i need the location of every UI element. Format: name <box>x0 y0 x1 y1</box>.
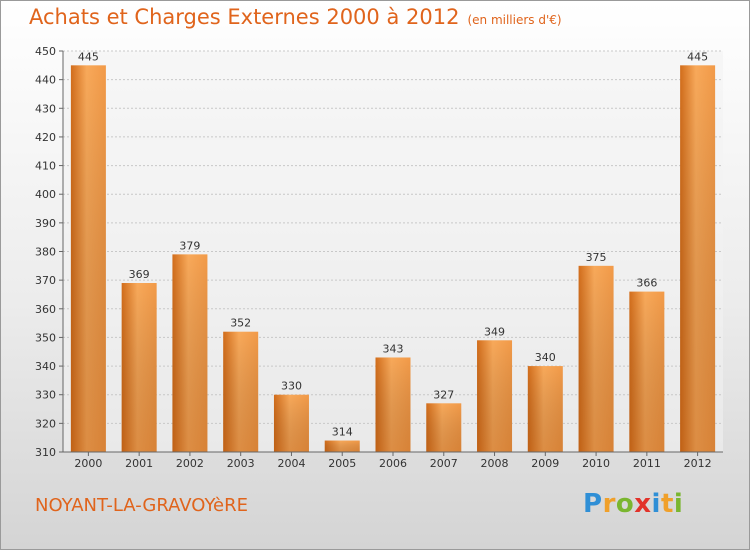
y-tick-label: 330 <box>35 389 56 402</box>
brand-letter: t <box>660 489 674 519</box>
bar-shade <box>70 65 106 453</box>
place-name: NOYANT-LA-GRAVOYèRE <box>35 495 249 516</box>
bar-value-label: 375 <box>586 251 607 264</box>
y-tick-label: 310 <box>35 446 56 459</box>
bar-shade <box>121 283 157 452</box>
brand-letter: i <box>673 489 684 519</box>
x-tick-label: 2002 <box>176 457 204 470</box>
bar-shade <box>578 265 614 452</box>
y-tick-label: 350 <box>35 331 56 344</box>
bar-value-label: 352 <box>230 317 251 330</box>
bars: 445 369 379 352 330 314 343 327 349 340 375 366 445 <box>70 50 716 453</box>
bar-value-label: 327 <box>433 388 454 401</box>
x-tick-label: 2006 <box>379 457 407 470</box>
y-tick-label: 390 <box>35 217 56 230</box>
y-tick-label: 430 <box>35 102 56 115</box>
brand-letter: o <box>615 489 635 519</box>
axes: 310 320 330 340 350 360 370 380 390 400 410 420 430 4… <box>35 45 723 470</box>
x-tick-label: 2005 <box>328 457 356 470</box>
y-tick-label: 450 <box>35 45 56 58</box>
bar-shade <box>375 357 411 452</box>
x-tick-label: 2000 <box>74 457 102 470</box>
y-tick-label: 440 <box>35 74 56 87</box>
bar-shade <box>172 254 208 452</box>
bar-shade <box>273 394 309 452</box>
x-tick-label: 2001 <box>125 457 153 470</box>
x-tick-label: 2011 <box>633 457 661 470</box>
bar-shade <box>527 366 563 452</box>
brand-letter: i <box>651 489 661 519</box>
x-tick-label: 2012 <box>684 457 712 470</box>
brand-logo: Proxiti <box>583 489 683 519</box>
y-tick-label: 410 <box>35 160 56 173</box>
x-tick-label: 2007 <box>430 457 458 470</box>
title-text: Achats et Charges Externes 2000 à 2012 <box>29 5 460 29</box>
y-tick-label: 420 <box>35 131 56 144</box>
bar-value-label: 366 <box>636 277 657 290</box>
bar-shade <box>477 340 513 452</box>
bar-value-label: 314 <box>332 426 353 439</box>
bar-shade <box>680 65 716 453</box>
bar-value-label: 340 <box>535 351 556 364</box>
x-tick-label: 2010 <box>582 457 610 470</box>
chart-subtitle: (en milliers d'€) <box>467 13 562 27</box>
bar-value-label: 369 <box>129 268 150 281</box>
y-tick-label: 370 <box>35 274 56 287</box>
brand-letter: P <box>583 489 603 519</box>
x-tick-label: 2003 <box>227 457 255 470</box>
x-tick-label: 2008 <box>481 457 509 470</box>
bar-value-label: 343 <box>383 342 404 355</box>
y-tick-label: 400 <box>35 188 56 201</box>
bar-value-label: 349 <box>484 325 505 338</box>
bar-shade <box>426 403 462 452</box>
y-tick-label: 320 <box>35 417 56 430</box>
bar-value-label: 445 <box>687 50 708 63</box>
bar-shade <box>223 331 259 452</box>
x-tick-label: 2004 <box>277 457 305 470</box>
bar-shade <box>324 440 360 452</box>
brand-letter: x <box>634 489 652 519</box>
bar-value-label: 330 <box>281 380 302 393</box>
x-tick-label: 2009 <box>531 457 559 470</box>
y-tick-label: 360 <box>35 303 56 316</box>
chart-title: Achats et Charges Externes 2000 à 2012 (e… <box>29 5 562 29</box>
bar-value-label: 379 <box>179 239 200 252</box>
brand-letter: r <box>602 489 616 519</box>
y-tick-label: 380 <box>35 246 56 259</box>
y-tick-label: 340 <box>35 360 56 373</box>
bar-value-label: 445 <box>78 50 99 63</box>
bar-shade <box>629 291 665 452</box>
